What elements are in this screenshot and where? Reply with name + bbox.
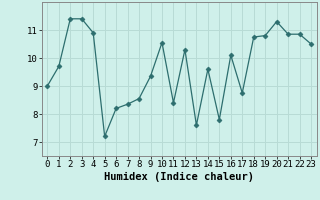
X-axis label: Humidex (Indice chaleur): Humidex (Indice chaleur) <box>104 172 254 182</box>
